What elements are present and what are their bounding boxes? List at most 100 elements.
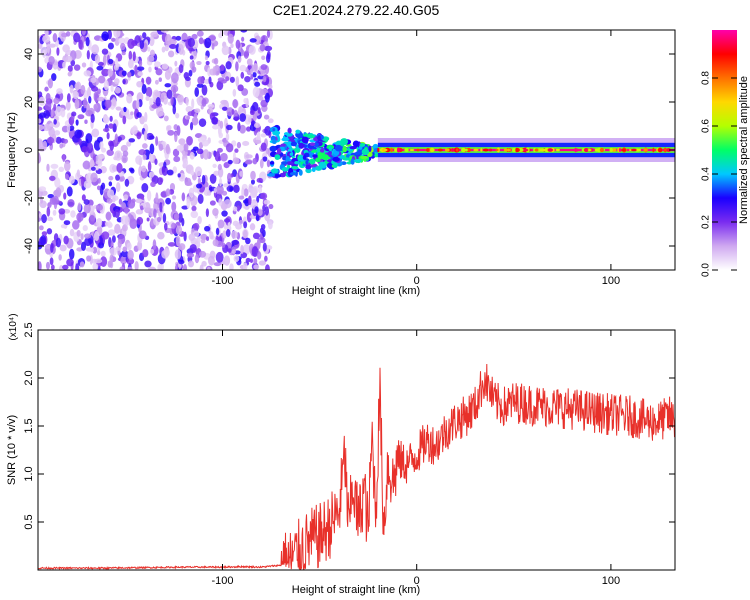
- spectrogram-blob: [102, 115, 110, 124]
- spectrogram-blob: [90, 172, 98, 183]
- spectrogram-blob: [253, 257, 258, 265]
- carrier-blob: [657, 147, 663, 153]
- spectrogram-blob: [86, 255, 92, 262]
- spectrogram-blob: [122, 78, 126, 85]
- spectrogram-blob: [186, 115, 191, 120]
- spectrogram-blob: [245, 154, 253, 159]
- spectrogram-blob: [68, 248, 75, 260]
- spectrogram-blob: [260, 192, 268, 200]
- spectrogram-blob: [290, 165, 299, 170]
- spectrogram-blob: [42, 140, 48, 150]
- spectrogram-blob: [231, 240, 240, 245]
- spectrogram-blob: [267, 118, 274, 124]
- spectrogram-blob: [327, 159, 333, 163]
- spectrogram-blob: [174, 131, 178, 143]
- spectrogram-blob: [190, 210, 199, 219]
- spectrogram-blob: [142, 32, 147, 39]
- spectrogram-blob: [271, 139, 277, 145]
- spectrogram-blob: [239, 113, 247, 122]
- carrier-blob: [635, 148, 641, 152]
- spectrogram-blob: [93, 104, 98, 112]
- spectrogram-blob: [76, 169, 80, 178]
- spectrogram-blob: [213, 170, 220, 176]
- spectrogram-blob: [184, 181, 193, 186]
- spectrogram-blob: [62, 44, 70, 53]
- spectrogram-blob: [194, 166, 203, 177]
- spectrogram-blob: [222, 183, 229, 188]
- spectrogram-blob: [89, 247, 94, 253]
- spectrogram-blob: [90, 77, 97, 83]
- spectrogram-blob: [46, 136, 55, 144]
- spectrogram-blob: [220, 64, 225, 72]
- spectrogram-blob: [231, 249, 236, 254]
- figure-title: C2E1.2024.279.22.40.G05: [273, 2, 440, 18]
- spectrogram-blob: [138, 60, 143, 67]
- spectrogram-blob: [75, 119, 79, 126]
- x-tick-label: -100: [211, 275, 233, 287]
- spectrogram-blob: [53, 119, 57, 125]
- x-tick-label: 0: [414, 275, 420, 287]
- spectrogram-blob: [217, 219, 225, 229]
- spectrogram-blob: [99, 141, 104, 150]
- spectrogram-blob: [127, 249, 134, 260]
- spectrogram-blob: [205, 60, 210, 66]
- spectrogram-blob: [186, 198, 191, 209]
- spectrogram-blob: [317, 134, 321, 142]
- spectrogram-blob: [152, 239, 157, 251]
- spectrogram-blob: [204, 225, 211, 232]
- spectrogram-blob: [234, 148, 239, 153]
- spectrogram-blob: [246, 58, 253, 66]
- spectrogram-blob: [250, 179, 255, 185]
- spectrogram-blob: [81, 30, 86, 36]
- colorbar-label: Normalized spectral amplitude: [738, 76, 750, 224]
- spectrogram-blob: [239, 124, 246, 134]
- carrier-blob: [652, 147, 655, 153]
- spectrogram-blob: [272, 130, 277, 136]
- spectrogram-blob: [251, 246, 259, 258]
- spectrogram-blob: [157, 263, 163, 270]
- spectrogram-blob: [187, 260, 194, 268]
- spectrogram-blob: [160, 191, 167, 198]
- spectrogram-blob: [252, 232, 261, 240]
- spectrogram-blob: [141, 83, 147, 95]
- spectrogram-blob: [149, 143, 155, 155]
- spectrogram-blob: [53, 103, 57, 112]
- spectrogram-blob: [201, 84, 208, 96]
- spectrogram-blob: [116, 162, 123, 173]
- carrier-blob: [390, 147, 393, 153]
- spectrogram-blob: [107, 189, 115, 199]
- spectrogram-blob: [225, 143, 234, 153]
- spectrogram-blob: [239, 64, 247, 72]
- spectrogram-blob: [147, 161, 152, 172]
- spectrogram-blob: [254, 35, 262, 46]
- spectrogram-blob: [237, 84, 244, 92]
- carrier-blob: [450, 148, 455, 152]
- spectrogram-blob: [286, 161, 294, 166]
- spectrogram-blob: [289, 152, 293, 156]
- spectrogram-blob: [121, 70, 127, 77]
- spectrogram-blob: [281, 137, 289, 142]
- spectrogram-blob: [127, 266, 133, 270]
- carrier-blob: [409, 148, 415, 152]
- spectrogram-blob: [194, 112, 198, 119]
- spectrogram-blob: [264, 255, 268, 262]
- spectrogram-blob: [122, 150, 129, 157]
- spectrogram-blob: [94, 54, 100, 64]
- spectrogram-blob: [122, 115, 127, 125]
- spectrogram-blob: [150, 31, 159, 38]
- spectrogram-blob: [155, 68, 163, 76]
- spectrogram-blob: [119, 175, 125, 182]
- spectrogram-blob: [353, 159, 362, 163]
- spectrogram-blob: [178, 138, 186, 145]
- spectrogram-blob: [49, 257, 54, 266]
- spectrogram-blob: [45, 92, 51, 102]
- spectrogram-blob: [253, 139, 262, 144]
- spectrogram-blob: [268, 84, 273, 90]
- spectrogram-blob: [86, 50, 90, 60]
- spectrogram-blob: [221, 106, 228, 111]
- spectrogram-blob: [103, 79, 109, 91]
- spectrogram-blob: [107, 58, 114, 65]
- spectrogram-blob: [191, 66, 197, 73]
- spectrogram-blob: [237, 122, 241, 132]
- spectrogram-blob: [219, 120, 224, 129]
